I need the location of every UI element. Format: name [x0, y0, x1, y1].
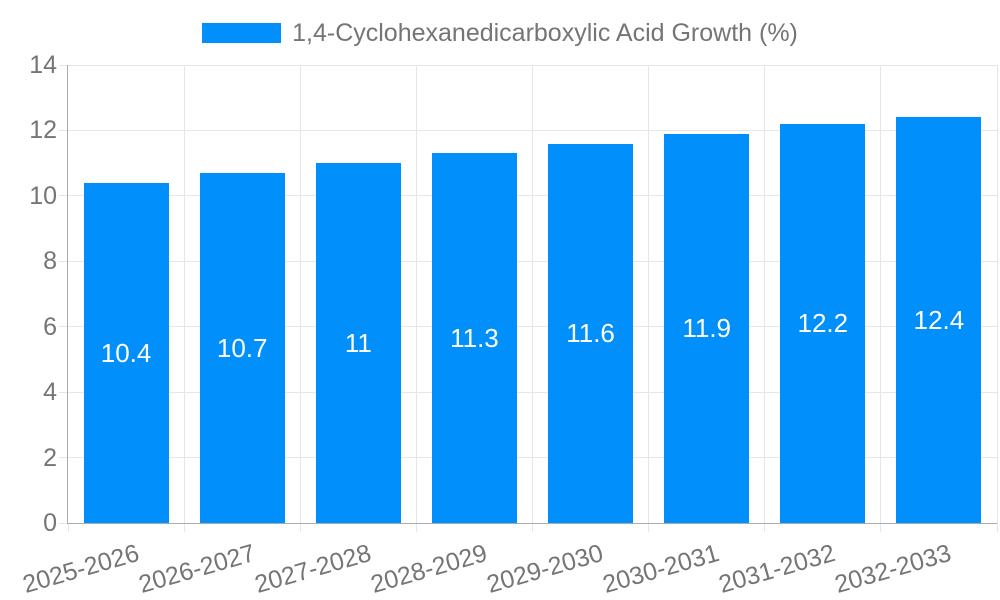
legend[interactable]: 1,4-Cyclohexanedicarboxylic Acid Growth …: [0, 20, 1000, 46]
gridline-horizontal: [59, 457, 997, 459]
gridline-vertical: [648, 65, 650, 532]
legend-swatch-icon: [202, 23, 282, 43]
bar-value-label: 11: [344, 328, 372, 359]
bar[interactable]: [199, 172, 285, 523]
gridline-horizontal: [59, 64, 997, 66]
x-tick-label: 2031-2032: [715, 539, 839, 599]
y-tick-label: 12: [29, 116, 57, 145]
y-tick-label: 2: [43, 443, 57, 472]
x-tick-label: 2025-2026: [19, 539, 142, 599]
bar-value-label: 10.7: [216, 332, 268, 363]
bar-value-label: 11.9: [682, 313, 732, 344]
bar[interactable]: [548, 143, 634, 523]
x-tick-label: 2026-2027: [135, 539, 258, 599]
gridline-vertical: [299, 65, 301, 532]
gridline-vertical: [183, 65, 185, 532]
y-tick-label: 4: [43, 378, 57, 407]
y-tick-label: 6: [43, 312, 57, 341]
gridline-horizontal: [59, 391, 997, 393]
bar[interactable]: [664, 133, 750, 523]
y-tick-label: 14: [29, 51, 57, 79]
y-axis-line: [67, 65, 68, 523]
bar[interactable]: [431, 153, 517, 523]
gridline-vertical: [880, 65, 882, 532]
bar[interactable]: [780, 123, 866, 523]
gridline-vertical: [415, 65, 417, 532]
bar[interactable]: [896, 117, 982, 523]
y-tick-label: 0: [43, 509, 57, 537]
bar[interactable]: [83, 182, 169, 523]
bar-value-label: 10.4: [100, 337, 152, 368]
gridline-horizontal: [59, 260, 997, 262]
bar-value-label: 12.2: [797, 308, 849, 339]
gridline-vertical: [996, 65, 998, 532]
y-tick-label: 10: [29, 181, 57, 210]
x-tick-label: 2027-2028: [251, 539, 375, 599]
y-tick-label: 8: [43, 247, 57, 276]
x-tick-label: 2029-2030: [483, 539, 607, 599]
x-axis-line: [67, 523, 997, 524]
x-tick-label: 2030-2031: [599, 539, 723, 599]
bar[interactable]: [315, 163, 401, 523]
x-tick-label: 2028-2029: [367, 539, 491, 599]
gridline-horizontal: [59, 195, 997, 197]
x-tick-label: 2032-2033: [832, 539, 955, 599]
x-axis-labels: 2025-2026 2026-2027 2027-2028 2028-2029 2029…: [19, 523, 997, 600]
gridline-vertical: [764, 65, 766, 532]
plot-area: 10.4 10.7 11 11.3 11.6 11.9 12.2 12.4: [59, 64, 998, 532]
gridline-horizontal: [59, 326, 997, 328]
bar-value-label: 11.3: [450, 323, 499, 354]
bar-value-label: 12.4: [913, 305, 965, 336]
gridline-vertical: [532, 65, 533, 532]
bar-value-label: 11.6: [566, 318, 615, 349]
gridline-vertical: [67, 523, 69, 532]
legend-label: 1,4-Cyclohexanedicarboxylic Acid Growth …: [292, 19, 798, 47]
gridline-horizontal: [59, 522, 68, 524]
gridline-horizontal: [59, 129, 997, 131]
y-axis-labels: 0 2 4 6 8 10 12 14: [0, 51, 57, 537]
